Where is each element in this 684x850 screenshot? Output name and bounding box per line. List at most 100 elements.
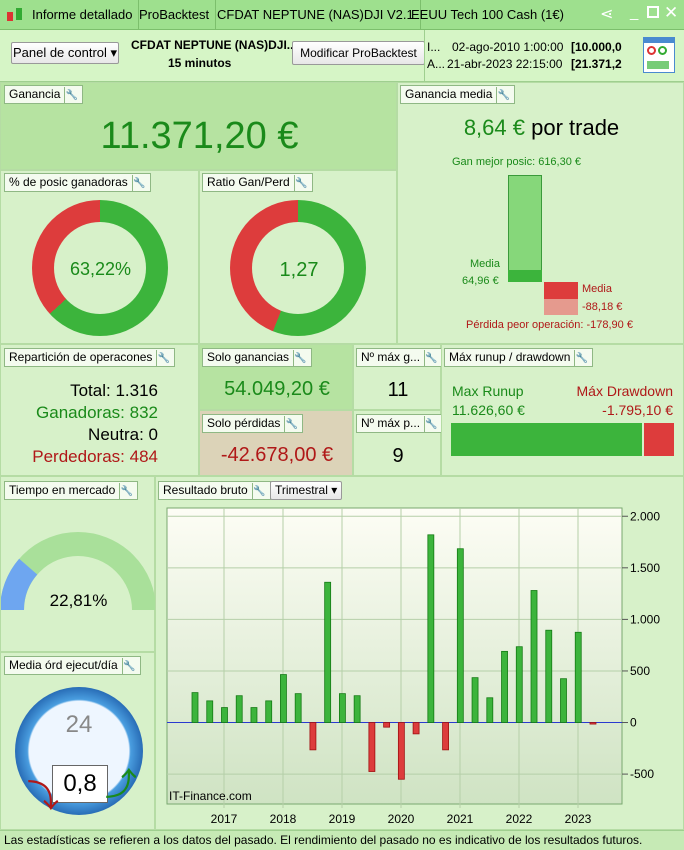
wrench-icon[interactable]: 🔧	[119, 483, 133, 500]
reparticion-panel: Repartición de operacones 🔧 Total: 1.316 …	[0, 344, 199, 476]
x-tick-label: 2021	[447, 812, 474, 826]
panel-select[interactable]: Panel de control ▾	[11, 42, 119, 64]
wrench-icon[interactable]: 🔧	[251, 483, 266, 500]
modify-probacktest-button[interactable]: Modificar ProBacktest	[292, 41, 425, 65]
wrench-icon[interactable]: 🔧	[121, 658, 136, 675]
solo-ganancias-header: Solo ganancias 🔧	[202, 348, 313, 367]
bar-positive	[456, 548, 464, 723]
ganancia-media-header: Ganancia media 🔧	[400, 85, 516, 104]
pct-ganadoras-panel: % de posic ganadoras 🔧 63,22%	[0, 170, 199, 344]
toolbar: Panel de control ▾ CFDAT NEPTUNE (NAS)DJ…	[0, 30, 684, 82]
bar-positive	[501, 650, 508, 723]
bar-positive	[545, 629, 553, 723]
tab-instrument[interactable]: EEUU Tech 100 Cash (1€)	[411, 7, 564, 22]
runup-value: 11.626,60 €	[452, 402, 525, 418]
x-tick-label: 2023	[565, 812, 592, 826]
max-g-panel: Nº máx g... 🔧 11	[353, 344, 444, 410]
period-select[interactable]: Trimestral ▾	[270, 481, 343, 500]
ratio-value: 1,27	[279, 259, 319, 281]
end-capital: [21.371,2	[571, 57, 622, 71]
media-ord-panel: Media órd ejecut/día 🔧 24 0,8 ⤵ ⤴	[0, 652, 155, 830]
wrench-icon[interactable]: 🔧	[496, 87, 510, 104]
bar-positive	[471, 677, 479, 723]
avg-loss-label: Media	[582, 283, 612, 295]
avg-loss-bar	[544, 282, 578, 299]
y-tick-label: 1.500	[630, 561, 660, 575]
time-in-market-gauge	[1, 532, 156, 611]
disclaimer-footer: Las estadísticas se refieren a los datos…	[0, 830, 684, 850]
close-icon[interactable]: ✕	[664, 3, 679, 22]
resultado-header: Resultado bruto 🔧	[158, 481, 271, 500]
loss-row: Perdedoras: 484	[32, 447, 158, 466]
tab-strategy[interactable]: CFDAT NEPTUNE (NAS)DJI V2.1	[211, 0, 421, 30]
y-tick-label: 2.000	[630, 509, 660, 523]
result-chart: 2.000 1.500 1.000 500 0 -500 2017 2018 2019 2020 2…	[166, 507, 660, 826]
share-icon[interactable]: ⋖	[600, 6, 614, 23]
wrench-icon[interactable]: 🔧	[293, 350, 307, 367]
end-date: 21-abr-2023 22:15:00	[447, 57, 563, 71]
wrench-icon[interactable]: 🔧	[574, 350, 588, 367]
solo-perdidas-value: -42.678,00 €	[220, 444, 334, 466]
total-row: Total: 1.316	[70, 381, 158, 400]
bar-positive	[294, 693, 302, 723]
wrench-icon[interactable]: 🔧	[64, 87, 78, 104]
drawdown-label: Máx Drawdown	[576, 383, 673, 399]
panel-select-label: Panel de control	[12, 45, 107, 60]
ganancia-panel: Ganancia 🔧 11.371,20 €	[0, 82, 397, 170]
ganancia-value: 11.371,20 €	[100, 115, 299, 157]
avg-win-value: 64,96 €	[462, 275, 499, 287]
x-tick-label: 2017	[211, 812, 238, 826]
bar-negative	[442, 722, 449, 751]
ratio-donut	[230, 200, 366, 336]
bar-positive	[324, 581, 332, 723]
minimize-icon[interactable]: _	[630, 4, 639, 21]
avg-win-label: Media	[470, 258, 500, 270]
wrench-icon[interactable]: 🔧	[156, 350, 170, 367]
start-label: I...	[427, 40, 441, 54]
bar-positive	[250, 707, 258, 723]
bar-positive	[515, 646, 523, 723]
bar-negative	[412, 722, 420, 735]
avg-per-trade: 8,64 € por trade	[463, 115, 620, 140]
bar-positive	[265, 700, 273, 723]
plot-area	[166, 507, 623, 805]
arrow-down-icon: ⤵	[27, 778, 60, 814]
tiempo-panel: Tiempo en mercado 🔧 22,81%	[0, 476, 156, 652]
end-label: A...	[427, 57, 446, 71]
bar-negative	[383, 722, 391, 728]
wrench-icon[interactable]: 🔧	[424, 350, 438, 367]
ratio-panel: Ratio Gan/Perd 🔧 1,27	[199, 170, 397, 344]
maximize-icon[interactable]	[647, 6, 659, 18]
gauge-fill	[1, 558, 38, 611]
bar-positive	[221, 707, 228, 723]
runup-header: Máx runup / drawdown 🔧	[444, 348, 594, 367]
bar-positive	[574, 631, 582, 723]
wrench-icon[interactable]: 🔧	[293, 175, 308, 192]
avg-loss-value: -88,18 €	[582, 301, 623, 313]
bar-positive	[530, 590, 538, 723]
bar-positive	[338, 693, 346, 723]
bar-positive	[427, 534, 435, 723]
wrench-icon[interactable]: 🔧	[424, 416, 438, 433]
tab-probacktest[interactable]: ProBacktest	[133, 0, 217, 30]
y-tick-label: -500	[630, 767, 654, 781]
arrow-up-icon: ⤴	[105, 766, 138, 802]
runup-bar	[451, 423, 642, 456]
wrench-icon[interactable]: 🔧	[131, 175, 146, 192]
tab-informe[interactable]: Informe detallado	[26, 0, 140, 30]
win-rate-donut	[32, 200, 168, 336]
worst-bar	[544, 299, 578, 315]
solo-perdidas-header: Solo pérdidas 🔧	[202, 414, 304, 433]
wrench-icon[interactable]: 🔧	[284, 416, 298, 433]
pct-ganadoras-header: % de posic ganadoras 🔧	[4, 173, 151, 192]
time-in-market-value: 22,81%	[49, 591, 108, 610]
resultado-panel: Resultado bruto 🔧 Trimestral ▾ 2.000 1.500…	[155, 476, 684, 830]
bar-positive	[191, 692, 199, 723]
bar-negative	[397, 722, 405, 780]
report-settings-icon[interactable]	[643, 37, 675, 73]
y-tick-label: 500	[630, 664, 650, 678]
solo-ganancias-panel: Solo ganancias 🔧 54.049,20 €	[199, 344, 353, 410]
x-tick-label: 2022	[506, 812, 533, 826]
runup-label: Max Runup	[452, 383, 524, 399]
max-p-panel: Nº máx p... 🔧 9	[353, 410, 444, 476]
